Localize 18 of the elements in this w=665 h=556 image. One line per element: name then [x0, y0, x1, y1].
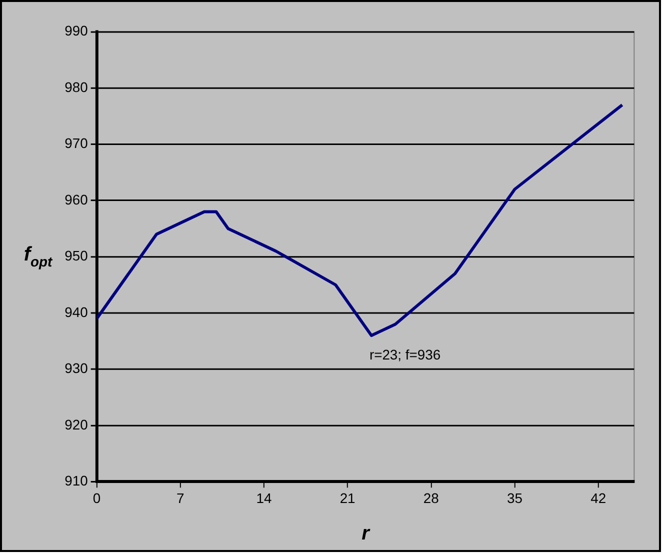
- x-tick-label: 7: [176, 490, 185, 506]
- y-tick-label: 910: [64, 472, 88, 489]
- x-tick-label: 42: [590, 490, 606, 506]
- y-tick-label: 940: [64, 304, 88, 320]
- x-tick-label: 21: [340, 490, 356, 506]
- annotation: r=23; f=936: [369, 346, 441, 362]
- y-tick-label: 930: [64, 360, 88, 376]
- x-axis-title: r: [362, 522, 371, 544]
- y-tick-label: 960: [64, 191, 88, 208]
- y-tick-label: 980: [64, 78, 88, 95]
- x-tick-label: 14: [256, 490, 272, 506]
- y-tick-label: 990: [64, 22, 88, 39]
- y-tick-label: 970: [64, 135, 88, 152]
- x-tick-label: 35: [507, 490, 523, 506]
- x-tick-label: 0: [92, 490, 101, 506]
- y-tick-label: 950: [64, 248, 88, 264]
- y-tick-label: 920: [64, 416, 88, 432]
- x-tick-label: 28: [423, 490, 440, 506]
